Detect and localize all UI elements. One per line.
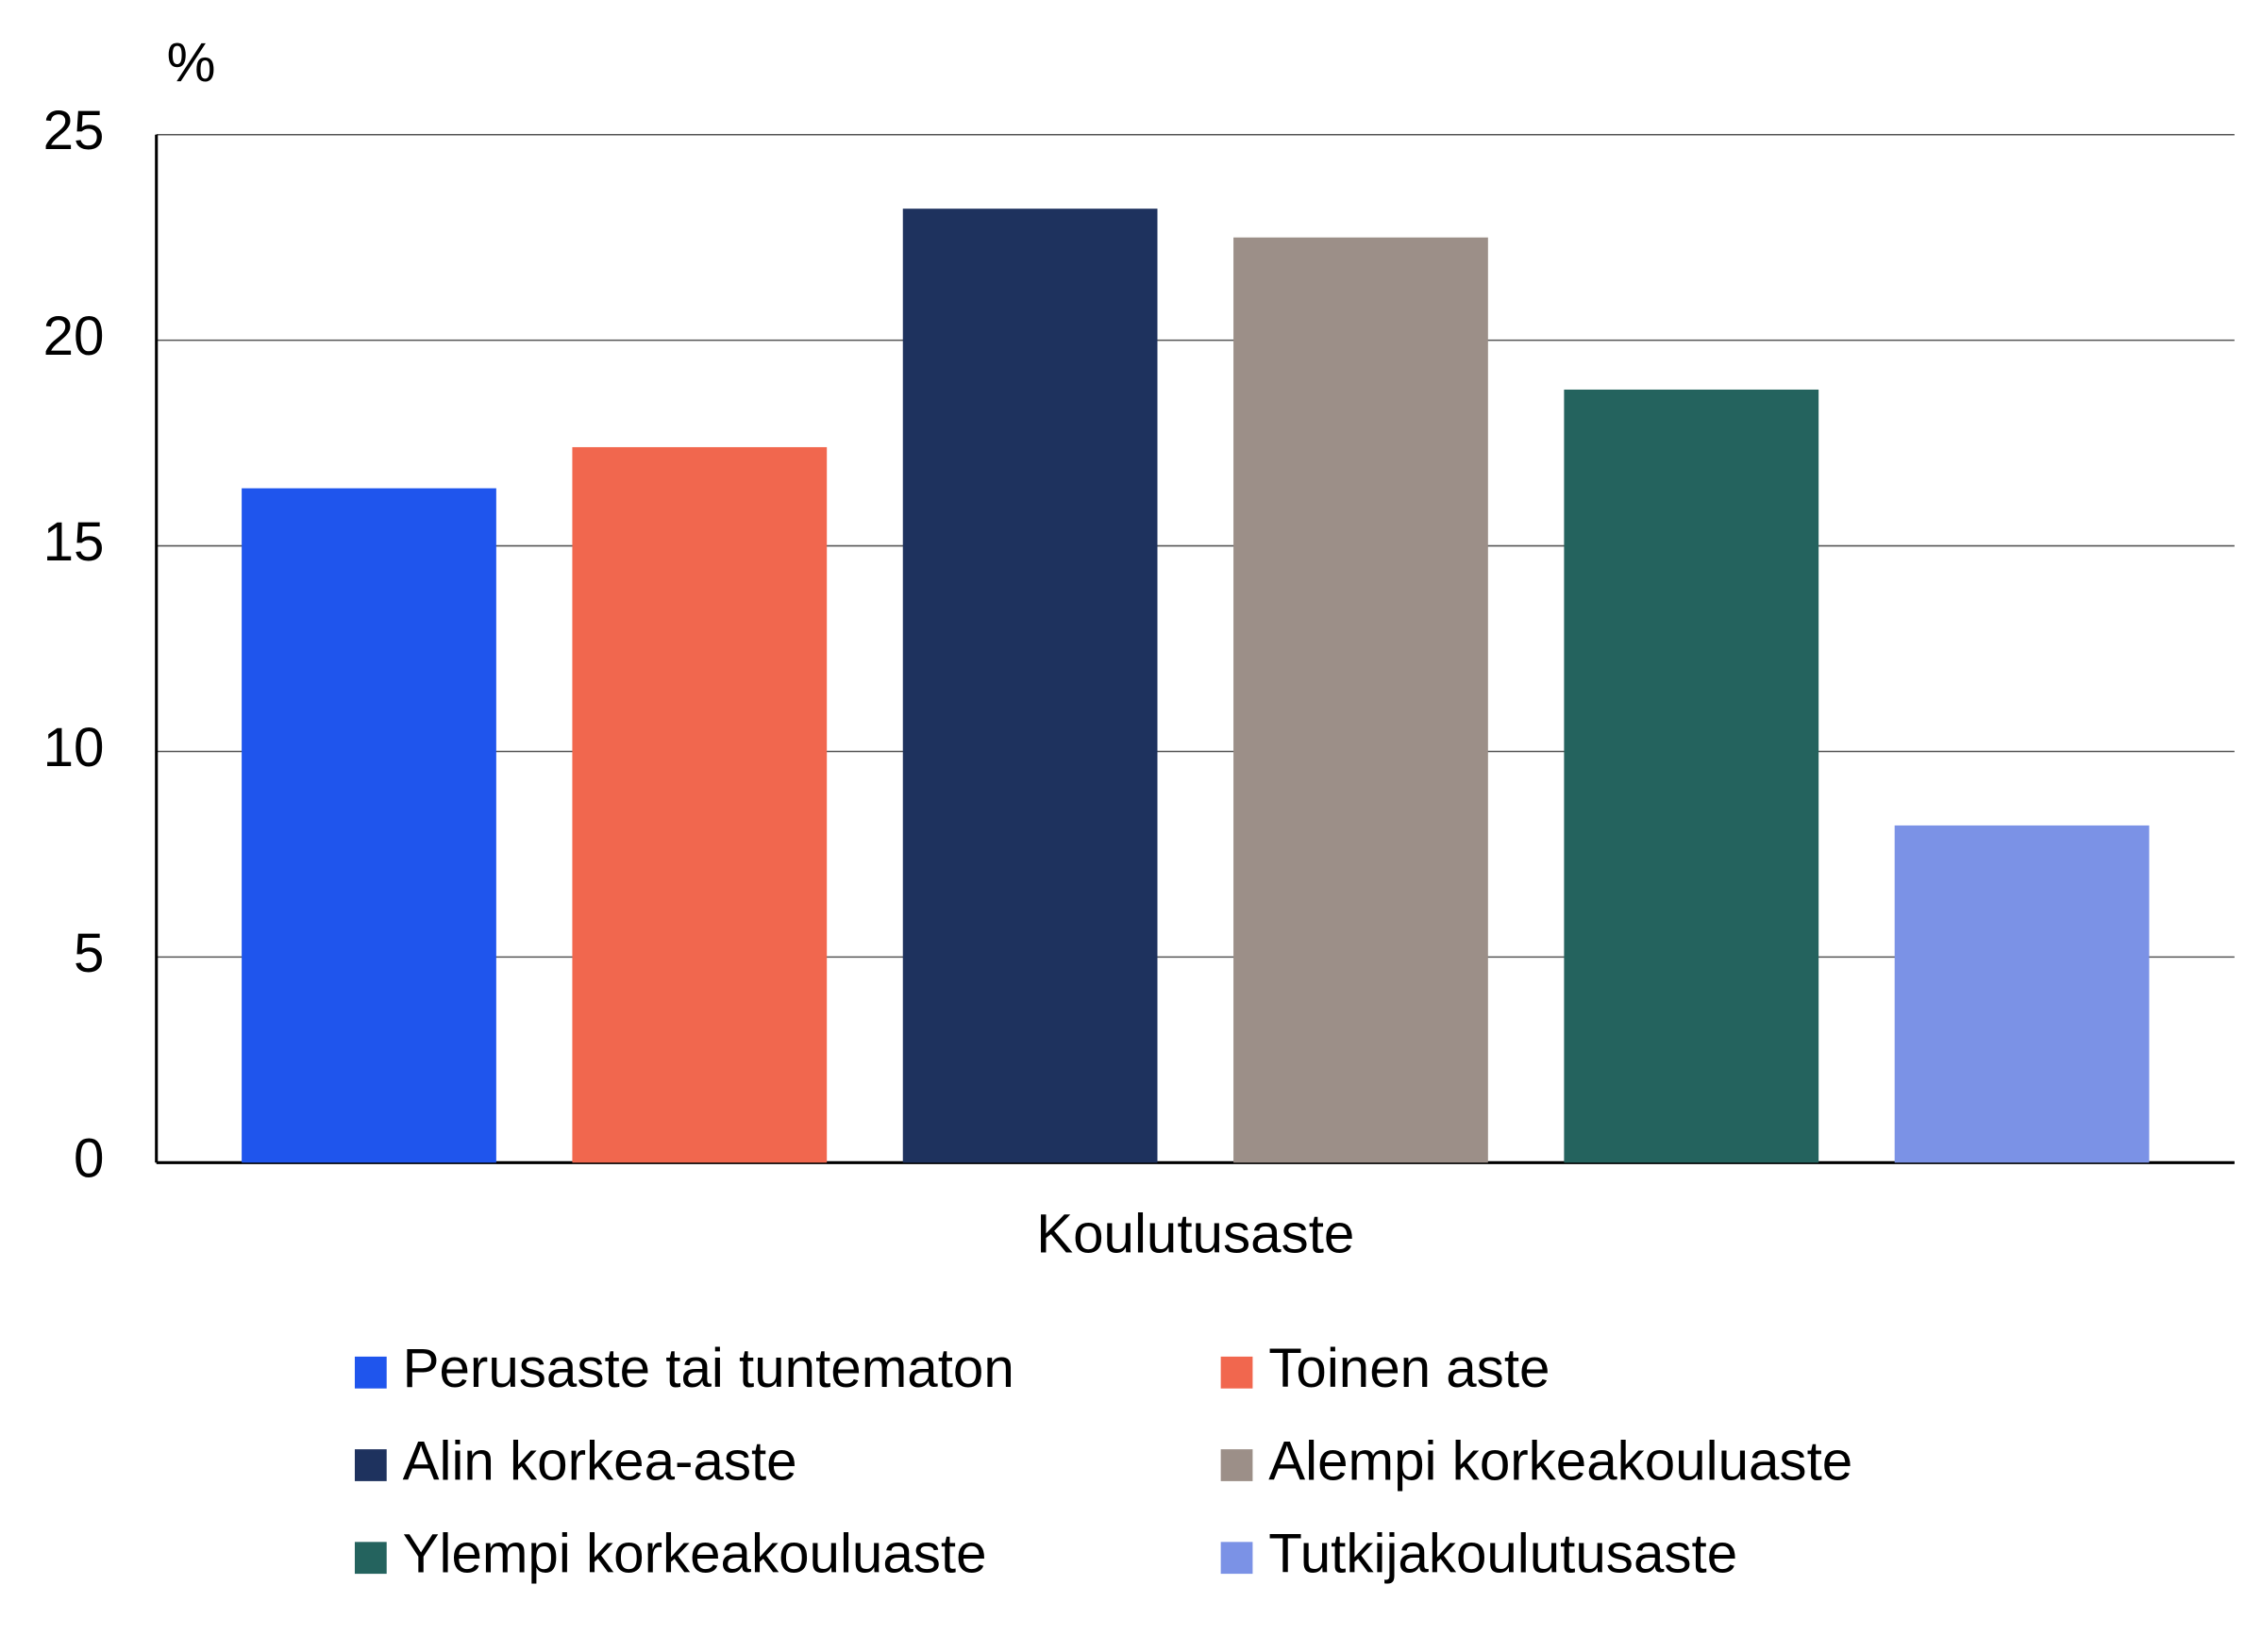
y-tick-label: 15 xyxy=(43,511,105,573)
bar xyxy=(1894,825,2150,1163)
legend-swatch xyxy=(1220,1356,1253,1389)
y-axis-label: % xyxy=(167,32,216,93)
bar xyxy=(1564,389,1819,1163)
legend-swatch xyxy=(354,1542,387,1575)
legend-swatch xyxy=(1220,1542,1253,1575)
x-tick-label: Koulutusaste xyxy=(1036,1203,1354,1264)
bar xyxy=(902,209,1158,1163)
legend-label: Toinen aste xyxy=(1268,1338,1550,1399)
legend-label: Tutkijakoulutusaste xyxy=(1268,1524,1737,1585)
bar xyxy=(1233,237,1488,1163)
bar xyxy=(242,488,496,1163)
legend-label: Ylempi korkeakouluaste xyxy=(403,1524,987,1585)
legend-swatch xyxy=(354,1449,387,1481)
legend-label: Alempi korkeakouluaste xyxy=(1268,1430,1852,1492)
y-tick-label: 5 xyxy=(74,923,104,984)
legend-label: Perusaste tai tuntematon xyxy=(403,1338,1014,1399)
y-tick-label: 10 xyxy=(43,717,105,778)
legend-label: Alin korkea-aste xyxy=(403,1430,797,1492)
legend-swatch xyxy=(1220,1449,1253,1481)
y-tick-label: 25 xyxy=(43,100,105,161)
y-tick-label: 20 xyxy=(43,306,105,367)
legend-swatch xyxy=(354,1356,387,1389)
y-tick-label: 0 xyxy=(74,1128,104,1190)
bar xyxy=(572,446,828,1163)
